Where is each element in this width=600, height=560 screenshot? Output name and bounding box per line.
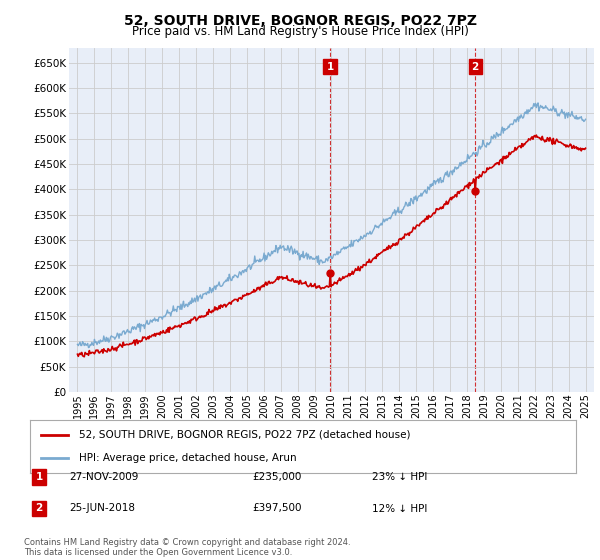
Text: HPI: Average price, detached house, Arun: HPI: Average price, detached house, Arun (79, 453, 297, 463)
Text: 23% ↓ HPI: 23% ↓ HPI (372, 472, 427, 482)
Text: £397,500: £397,500 (252, 503, 302, 514)
Text: 1: 1 (326, 62, 334, 72)
Text: Contains HM Land Registry data © Crown copyright and database right 2024.
This d: Contains HM Land Registry data © Crown c… (24, 538, 350, 557)
Text: 12% ↓ HPI: 12% ↓ HPI (372, 503, 427, 514)
Text: 1: 1 (35, 472, 43, 482)
Text: 52, SOUTH DRIVE, BOGNOR REGIS, PO22 7PZ: 52, SOUTH DRIVE, BOGNOR REGIS, PO22 7PZ (124, 14, 476, 28)
Text: £235,000: £235,000 (252, 472, 301, 482)
Text: 25-JUN-2018: 25-JUN-2018 (69, 503, 135, 514)
Text: 27-NOV-2009: 27-NOV-2009 (69, 472, 139, 482)
Text: Price paid vs. HM Land Registry's House Price Index (HPI): Price paid vs. HM Land Registry's House … (131, 25, 469, 38)
Text: 52, SOUTH DRIVE, BOGNOR REGIS, PO22 7PZ (detached house): 52, SOUTH DRIVE, BOGNOR REGIS, PO22 7PZ … (79, 430, 410, 440)
Text: 2: 2 (472, 62, 479, 72)
Text: 2: 2 (35, 503, 43, 514)
